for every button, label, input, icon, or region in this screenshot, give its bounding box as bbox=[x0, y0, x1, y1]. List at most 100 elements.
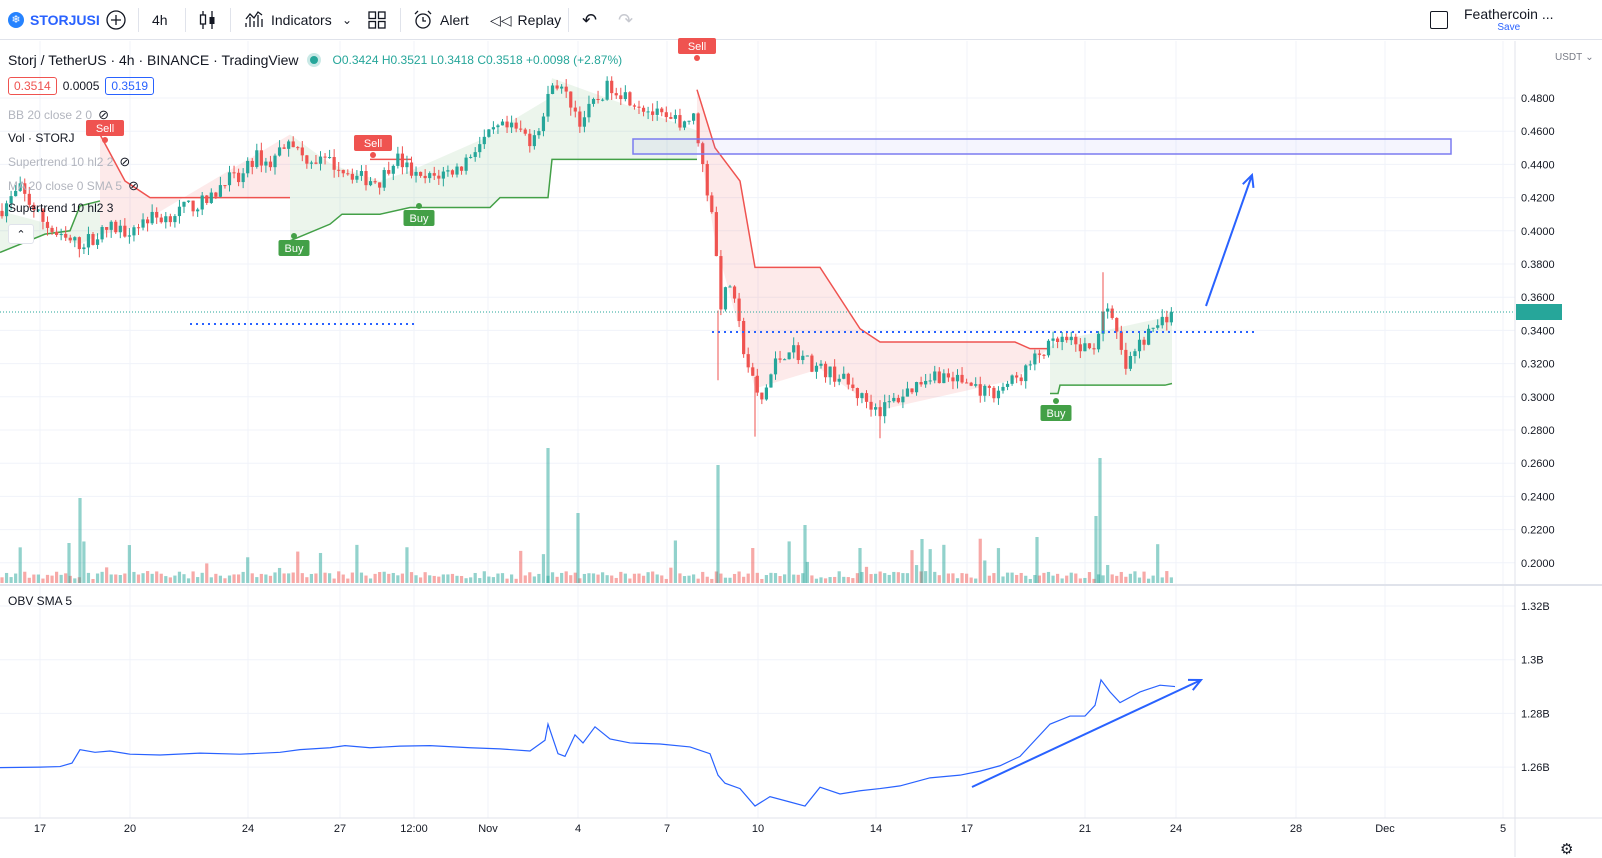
volume-bar bbox=[996, 548, 1001, 583]
candle-body bbox=[182, 201, 186, 207]
candle-body bbox=[59, 233, 63, 235]
candle-body bbox=[1119, 331, 1123, 350]
compare-symbol-button[interactable] bbox=[105, 0, 127, 40]
candle-body bbox=[855, 388, 859, 399]
candle-body bbox=[582, 117, 586, 127]
alert-button[interactable]: Alert bbox=[412, 0, 469, 40]
volume-bar bbox=[1060, 578, 1064, 583]
candles-icon bbox=[199, 11, 215, 29]
candle-body bbox=[55, 231, 59, 235]
candle-body bbox=[355, 175, 359, 180]
volume-bar bbox=[455, 575, 459, 583]
candle-body bbox=[300, 147, 304, 156]
volume-bar bbox=[974, 578, 978, 583]
volume-bar bbox=[755, 572, 759, 583]
symbol-search[interactable]: ❄ STORJUSI bbox=[8, 0, 100, 40]
candle-body bbox=[382, 170, 386, 188]
candle-body bbox=[792, 345, 796, 353]
candle-body bbox=[1060, 336, 1064, 343]
price-axis-label: 0.2800 bbox=[1521, 425, 1555, 437]
volume-bar bbox=[896, 572, 900, 583]
volume-bar bbox=[459, 575, 464, 583]
interval-button[interactable]: 4h bbox=[152, 0, 168, 40]
volume-bar bbox=[1092, 578, 1096, 583]
candle-body bbox=[678, 115, 682, 128]
redo-button[interactable]: ↷ bbox=[618, 0, 633, 40]
high-value: H0.3521 bbox=[381, 53, 428, 67]
volume-bar bbox=[641, 575, 646, 583]
candle-body bbox=[751, 367, 755, 376]
volume-bar bbox=[332, 578, 336, 583]
legend-supertrend-1[interactable]: Supertrend 10 hl2 2 ⊘ bbox=[8, 154, 130, 170]
candle-body bbox=[1078, 344, 1082, 352]
volume-bar bbox=[587, 573, 591, 583]
fullscreen-checkbox[interactable] bbox=[1430, 0, 1448, 40]
volume-bar bbox=[887, 574, 891, 583]
time-axis-label: 12:00 bbox=[400, 823, 428, 835]
obv-axis-label: 1.3B bbox=[1521, 655, 1544, 667]
legend-obv[interactable]: OBV SMA 5 bbox=[8, 594, 72, 608]
volume-bar bbox=[778, 576, 782, 583]
candle-body bbox=[714, 212, 718, 257]
volume-bar bbox=[892, 571, 896, 583]
candle-body bbox=[27, 193, 31, 205]
candle-body bbox=[218, 185, 222, 197]
volume-bar bbox=[155, 571, 159, 583]
volume-bar bbox=[883, 573, 887, 583]
volume-bar bbox=[1024, 575, 1028, 583]
candle-body bbox=[405, 162, 409, 168]
bid-price[interactable]: 0.3514 bbox=[8, 77, 57, 95]
legend-supertrend-2[interactable]: Supertrend 10 hl2 3 bbox=[8, 201, 113, 215]
candle-body bbox=[86, 234, 91, 248]
candle-body bbox=[528, 133, 532, 147]
volume-bar bbox=[177, 571, 182, 583]
volume-bar bbox=[716, 465, 720, 583]
candle-body bbox=[1147, 328, 1151, 345]
volume-bar bbox=[214, 573, 218, 583]
legend-bb[interactable]: BB 20 close 2 0 ⊘ bbox=[8, 107, 109, 123]
currency-selector[interactable]: USDT ⌄ bbox=[1555, 52, 1594, 63]
volume-bar bbox=[910, 550, 914, 583]
volume-bar bbox=[328, 573, 332, 583]
supertrend-lines bbox=[0, 89, 1173, 395]
legend-ma[interactable]: MA 20 close 0 SMA 5 ⊘ bbox=[8, 178, 139, 194]
buy-signal-label bbox=[1040, 405, 1072, 421]
volume-bar bbox=[373, 573, 377, 583]
replay-button[interactable]: ◁◁ Replay bbox=[490, 0, 561, 40]
candle-body bbox=[196, 209, 200, 212]
volume-bar bbox=[491, 577, 495, 583]
volume-bar bbox=[50, 575, 54, 583]
layout-button[interactable] bbox=[367, 0, 387, 40]
candle-body bbox=[814, 365, 819, 372]
settings-gear-button[interactable]: ⚙ bbox=[1560, 840, 1573, 858]
candle-body bbox=[819, 363, 823, 366]
chart-type-button[interactable] bbox=[198, 0, 218, 40]
volume-bar bbox=[1074, 573, 1078, 583]
undo-button[interactable]: ↶ bbox=[582, 0, 597, 40]
candle-body bbox=[892, 397, 896, 402]
candle-body bbox=[464, 157, 468, 171]
ask-price[interactable]: 0.3519 bbox=[105, 77, 155, 95]
candle-body bbox=[933, 371, 937, 381]
volume-bar bbox=[801, 573, 805, 583]
volume-bar bbox=[860, 572, 864, 583]
axes: 0.4800 0.4600 0.4400 0.4200 0.4000 0.3800 0.36… bbox=[0, 41, 1602, 857]
candle-body bbox=[146, 219, 150, 224]
indicators-button[interactable]: Indicators bbox=[243, 0, 332, 40]
volume-bar bbox=[78, 498, 82, 583]
candle-body bbox=[796, 345, 800, 361]
indicators-dropdown[interactable]: ⌄ bbox=[342, 0, 352, 40]
layout-save-button[interactable]: Feathercoin ... Save bbox=[1464, 0, 1554, 40]
volume-bar bbox=[14, 573, 18, 583]
candle-body bbox=[619, 95, 623, 100]
volume-bar bbox=[105, 567, 109, 583]
candle-body bbox=[1124, 349, 1128, 369]
legend-volume[interactable]: Vol · STORJ bbox=[8, 131, 74, 145]
volume-bar bbox=[150, 573, 154, 583]
collapse-legend-button[interactable]: ⌃ bbox=[8, 224, 34, 244]
eye-hidden-icon: ⊘ bbox=[128, 178, 139, 193]
obv-up-arrow bbox=[971, 679, 1202, 788]
volume-bar bbox=[123, 573, 127, 583]
volume-bar bbox=[523, 575, 527, 583]
